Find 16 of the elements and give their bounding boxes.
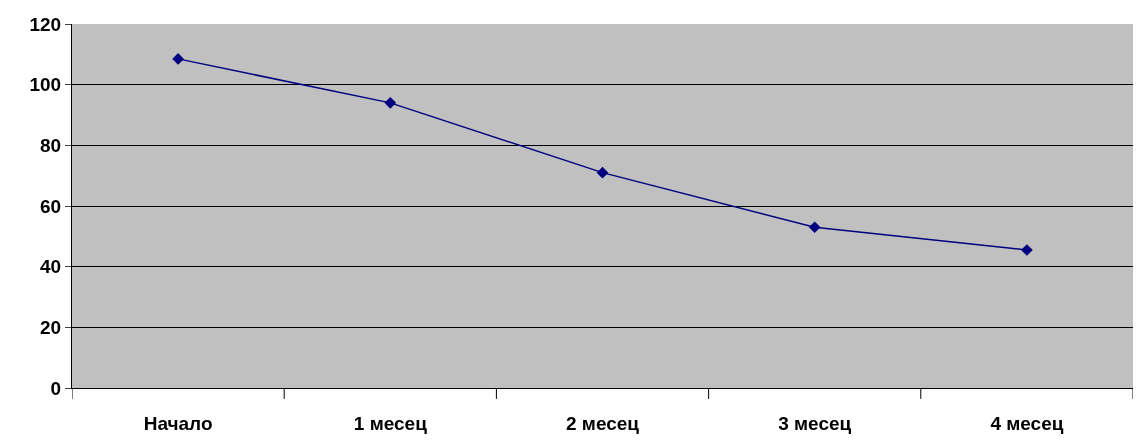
y-tick-label: 20 [40, 316, 62, 338]
x-tick-label: 4 месец [990, 412, 1064, 434]
point [808, 221, 821, 234]
x-tick-label: 1 месец [353, 412, 428, 434]
y-tick-label: 60 [40, 195, 62, 217]
y-tick-label: 100 [29, 74, 62, 96]
y-tick-label: 40 [40, 256, 62, 278]
y-tick-label: 80 [40, 134, 62, 156]
point [596, 166, 609, 179]
point [172, 53, 184, 65]
y-tick-label: 0 [50, 377, 62, 399]
x-tick-label: Начало [143, 412, 213, 434]
x-tick-label: 2 месец [565, 412, 640, 434]
point [384, 97, 397, 109]
y-tick-label: 120 [29, 13, 62, 35]
x-tick-label: 3 месец [778, 412, 852, 434]
